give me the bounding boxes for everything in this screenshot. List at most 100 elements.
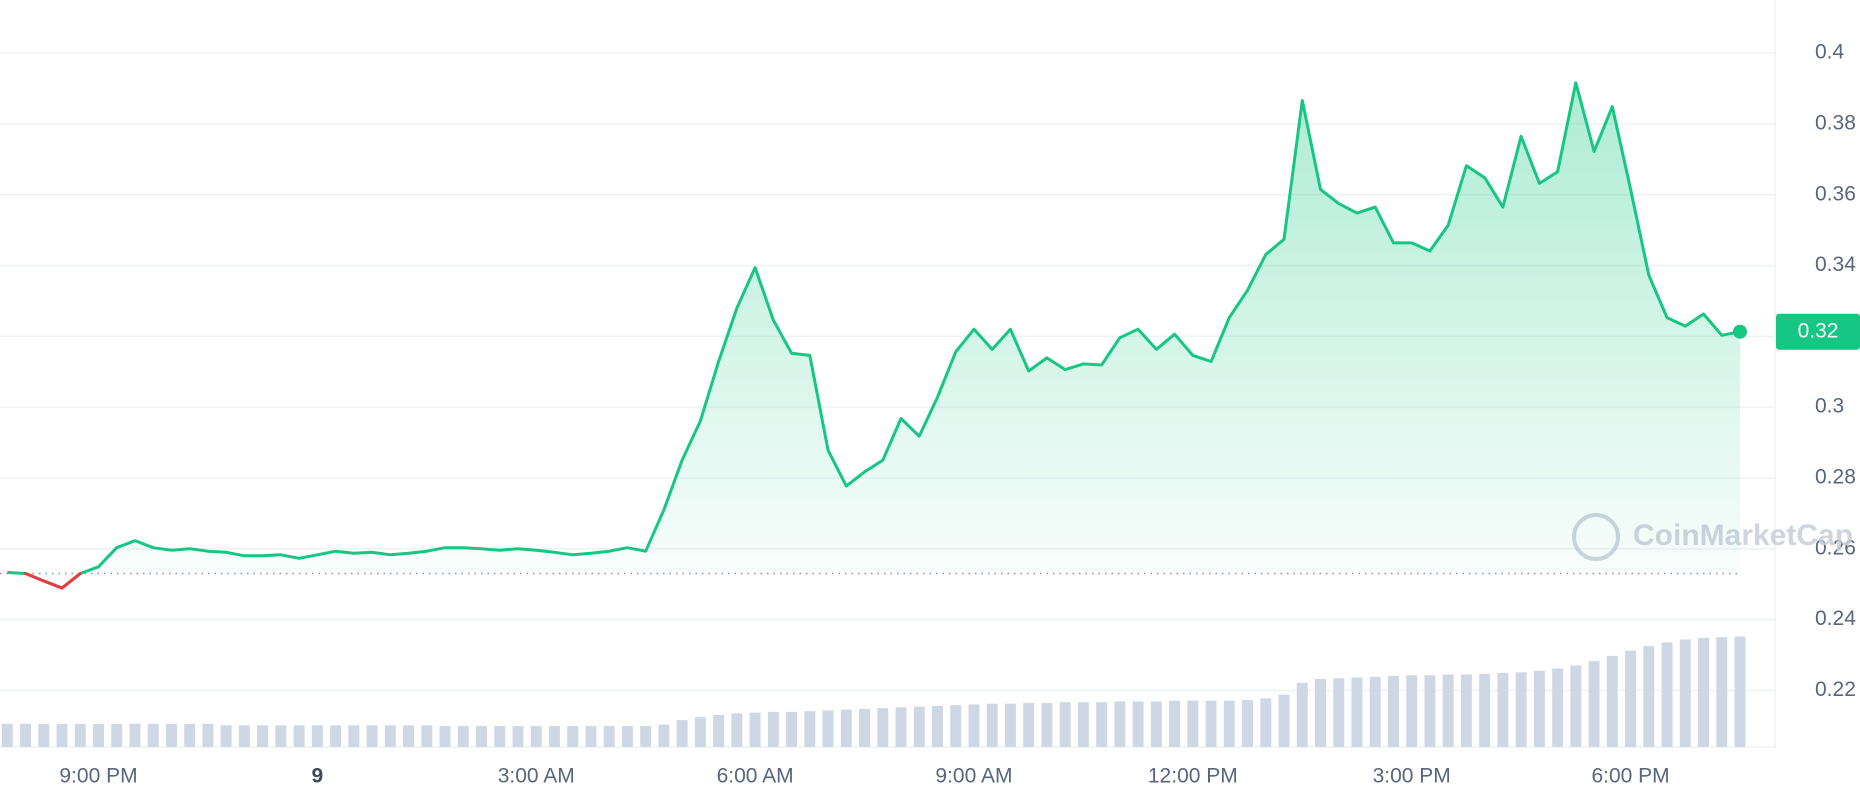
- volume-bar: [1059, 702, 1071, 747]
- y-tick-label: 0.38: [1815, 111, 1856, 134]
- volume-bar: [275, 725, 287, 747]
- volume-bar: [1333, 678, 1345, 747]
- volume-bar: [1588, 661, 1600, 747]
- volume-bar: [530, 726, 542, 747]
- volume-bar: [1096, 702, 1108, 747]
- volume-bar: [749, 712, 761, 747]
- x-tick-label: 9:00 PM: [59, 765, 137, 788]
- volume-bar: [731, 713, 743, 747]
- volume-bar: [767, 711, 779, 747]
- price-down-segment: [60, 572, 82, 590]
- volume-bar: [1077, 702, 1089, 747]
- y-tick-label: 0.34: [1815, 253, 1856, 276]
- volume-bar: [1442, 674, 1454, 747]
- volume-bar: [421, 725, 433, 747]
- volume-bar: [202, 723, 214, 747]
- volume-bar: [293, 725, 305, 747]
- volume-bar: [676, 720, 688, 747]
- volume-bar: [494, 726, 506, 747]
- volume-bar: [1041, 702, 1053, 747]
- volume-bar: [1679, 639, 1691, 747]
- volume-bar: [913, 706, 925, 747]
- y-tick-label: 0.24: [1815, 607, 1856, 630]
- volume-bar: [165, 723, 177, 747]
- y-tick-label: 0.36: [1815, 182, 1856, 205]
- volume-bar: [1114, 701, 1126, 747]
- volume-bar: [1296, 682, 1308, 747]
- volume-bar: [1734, 636, 1746, 747]
- volume-bar: [603, 726, 615, 747]
- price-tag: 0.32: [1798, 319, 1839, 342]
- volume-bar: [1387, 676, 1399, 747]
- volume-bar: [1369, 676, 1381, 747]
- volume-bar: [184, 723, 196, 747]
- volume-bar: [640, 726, 652, 747]
- volume-bar: [1278, 694, 1290, 747]
- volume-bar: [895, 707, 907, 747]
- volume-bar: [93, 723, 104, 747]
- volume-bar: [1606, 655, 1618, 747]
- price-down-segment: [24, 572, 46, 583]
- volume-bar: [1643, 646, 1655, 747]
- price-area: [7, 82, 1740, 589]
- volume-bar: [1661, 642, 1673, 747]
- volume-bar: [585, 726, 597, 747]
- price-down-segment: [42, 579, 64, 590]
- volume-bar: [1, 723, 13, 747]
- x-tick-label: 6:00 PM: [1591, 765, 1669, 788]
- volume-bar: [366, 725, 378, 747]
- volume-bar: [840, 709, 852, 747]
- volume-bar: [20, 723, 32, 747]
- volume-bar: [1625, 650, 1637, 747]
- volume-bar: [238, 725, 250, 747]
- volume-bar: [804, 711, 816, 747]
- volume-bar: [1150, 701, 1162, 747]
- volume-bar: [1716, 637, 1728, 747]
- y-tick-label: 0.22: [1815, 678, 1856, 701]
- volume-bar: [348, 725, 360, 747]
- x-tick-label: 9:00 AM: [935, 765, 1012, 788]
- volume-bar: [111, 723, 123, 747]
- y-tick-label: 0.4: [1815, 41, 1845, 64]
- volume-bar: [1023, 702, 1035, 747]
- volume-bar: [311, 725, 323, 747]
- volume-bar: [1004, 703, 1016, 747]
- volume-bar: [1315, 679, 1326, 747]
- x-tick-label: 3:00 AM: [498, 765, 575, 788]
- price-tag-bg: [1776, 313, 1860, 350]
- volume-bar: [330, 725, 342, 747]
- volume-bar: [1406, 675, 1418, 747]
- volume-bar: [859, 708, 870, 747]
- volume-bar: [403, 725, 415, 747]
- volume-bar: [1260, 698, 1272, 747]
- y-tick-label: 0.3: [1815, 395, 1844, 418]
- volume-bar: [548, 726, 560, 747]
- volume-bar: [713, 714, 725, 747]
- volume-bar: [220, 725, 232, 747]
- volume-bar: [1223, 700, 1235, 747]
- volume-bar: [1698, 637, 1709, 747]
- volume-bar: [476, 726, 487, 747]
- volume-bar: [147, 723, 159, 747]
- volume-bar: [1187, 700, 1199, 747]
- volume-bar: [986, 703, 998, 747]
- volume-bar: [1570, 665, 1582, 747]
- volume-bar: [1242, 699, 1254, 747]
- volume-bar: [1552, 668, 1564, 747]
- last-point: [1733, 324, 1747, 339]
- volume-bar: [38, 723, 50, 747]
- volume-bar: [1515, 672, 1527, 747]
- y-tick-label: 0.28: [1815, 465, 1856, 488]
- volume-bar: [567, 726, 579, 747]
- volume-bar: [968, 704, 980, 747]
- price-line: [7, 81, 1741, 590]
- volume-bar: [1479, 673, 1491, 747]
- x-tick-label: 9: [312, 765, 324, 788]
- volume-bar: [257, 725, 269, 747]
- volume-bar: [694, 717, 706, 747]
- volume-bar: [950, 705, 962, 747]
- volume-bar: [56, 723, 68, 747]
- volume-bar: [1533, 670, 1545, 747]
